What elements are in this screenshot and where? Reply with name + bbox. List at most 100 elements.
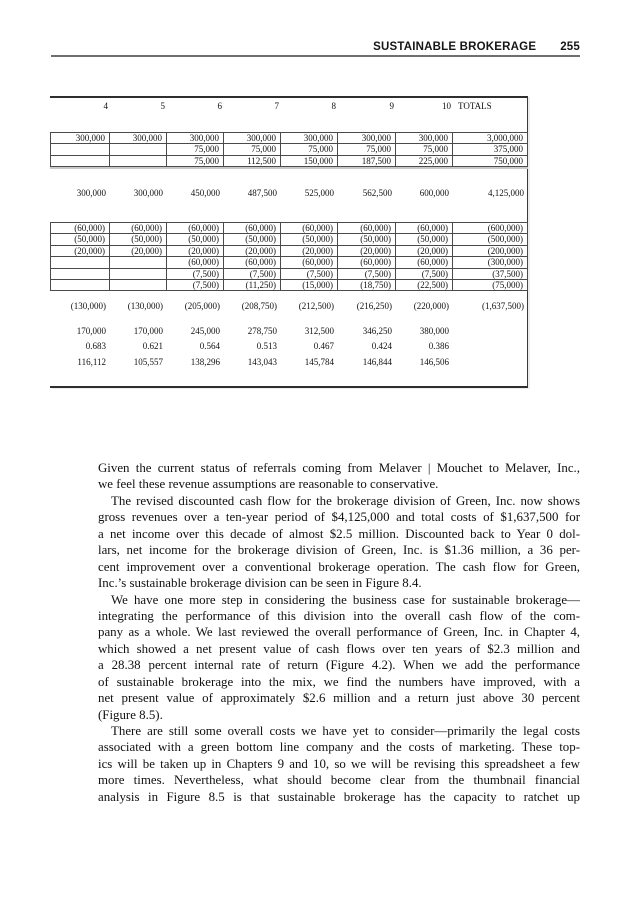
table-cell: (130,000)	[70, 301, 106, 311]
table-cell: (600,000)	[453, 223, 528, 235]
table-cell: (11,250)	[224, 279, 281, 292]
table-cell: (212,500)	[298, 301, 334, 311]
table-cell	[453, 340, 528, 352]
table-cell: (50,000)	[281, 234, 338, 246]
table-cell	[453, 325, 528, 337]
column-header: 7	[274, 101, 280, 111]
table-cell	[51, 155, 110, 168]
table-cell: 143,043	[247, 357, 277, 367]
revenue-total-row: 300,000 300,000 450,000 487,500 525,000 562,5…	[50, 187, 528, 199]
table-cell: 75,000	[167, 144, 224, 156]
table-cell: 146,844	[362, 357, 392, 367]
table-cell	[110, 268, 167, 280]
table-cell: 300,000	[51, 133, 110, 145]
table-cell: 525,000	[304, 188, 334, 198]
table-cell	[110, 155, 167, 168]
table-cell: 116,112	[77, 357, 106, 367]
discounted-value-row: 116,112 105,557 138,296 143,043 145,784 146,8…	[50, 356, 528, 368]
table-cell: (50,000)	[110, 234, 167, 246]
table-cell: (1,637,500)	[482, 301, 524, 311]
table-cell: (7,500)	[167, 279, 224, 292]
table-cell: (60,000)	[167, 223, 224, 235]
table-cell	[51, 279, 110, 292]
column-header: 9	[389, 101, 395, 111]
text-line: lars, net income for the brokerage divis…	[98, 543, 580, 558]
table-cell: 145,784	[304, 357, 334, 367]
revenue-row: 75,000 112,500 150,000 187,500 225,000 750,00…	[51, 155, 528, 168]
table-cell: 105,557	[133, 357, 163, 367]
table-cell: 0.424	[371, 341, 392, 351]
text-line: We have one more step in considering the…	[111, 592, 580, 607]
expense-rows-block: (60,000) (60,000) (60,000) (60,000) (60,000)…	[50, 222, 528, 292]
table-cell: 300,000	[133, 188, 163, 198]
column-header: 4	[103, 101, 109, 111]
table-cell: (300,000)	[453, 257, 528, 269]
table-cell: 278,750	[247, 326, 277, 336]
table-cell: 380,000	[419, 326, 449, 336]
table-cell: 300,000	[396, 133, 453, 145]
table-cell: (22,500)	[396, 279, 453, 292]
table-cell: (50,000)	[338, 234, 396, 246]
table-cell: 170,000	[76, 326, 106, 336]
expense-row: (7,500) (7,500) (7,500) (7,500) (7,500) (37,5…	[51, 268, 528, 280]
table-cell: (20,000)	[110, 245, 167, 258]
table-cell: 300,000	[76, 188, 106, 198]
table-cell	[51, 268, 110, 280]
table-header-row: 4 5 6 7 8 9 10 TOTALS	[50, 100, 528, 112]
discount-factor-row: 0.683 0.621 0.564 0.513 0.467 0.424 0.386	[50, 340, 528, 352]
table-cell: (7,500)	[281, 268, 338, 280]
expense-row: (50,000) (50,000) (50,000) (50,000) (50,000)…	[51, 234, 528, 246]
column-header: 5	[160, 101, 166, 111]
figure-spreadsheet: 4 5 6 7 8 9 10 TOTALS 300,000 300,000 300,000 300,…	[50, 96, 528, 388]
text-line: analysis in Figure 8.5 is that sustainab…	[98, 789, 580, 804]
table-cell: 0.683	[85, 341, 106, 351]
text-line: Inc.’s sustainable brokerage division ca…	[98, 576, 422, 591]
expense-row: (20,000) (20,000) (20,000) (20,000) (20,000)…	[51, 245, 528, 258]
table-cell: (50,000)	[167, 234, 224, 246]
table-cell: (7,500)	[224, 268, 281, 280]
revenue-rows-block: 300,000 300,000 300,000 300,000 300,000 300,0…	[50, 132, 528, 168]
table-cell: (60,000)	[338, 223, 396, 235]
table-cell: (60,000)	[281, 223, 338, 235]
text-line: Given the current status of referrals co…	[98, 461, 580, 475]
table-cell: (37,500)	[453, 268, 528, 280]
text-line: which showed a net present value of cash…	[98, 641, 580, 656]
table-cell: 375,000	[453, 144, 528, 156]
header-row: 4 5 6 7 8 9 10 TOTALS	[50, 100, 528, 112]
table-cell: (60,000)	[396, 223, 453, 235]
expense-total-row: (130,000) (130,000) (205,000) (208,750) (212…	[50, 300, 528, 312]
table-cell: 600,000	[419, 188, 449, 198]
text-line: gross revenues over a ten-year period of…	[98, 510, 580, 525]
text-line: we feel these revenue assumptions are re…	[98, 477, 439, 492]
table-cell: 562,500	[362, 188, 392, 198]
text-line: The revised discounted cash flow for the…	[111, 493, 580, 508]
table-cell: 75,000	[281, 144, 338, 156]
table-cell	[51, 257, 110, 269]
table-cell: (60,000)	[396, 257, 453, 269]
table-cell: 0.621	[142, 341, 163, 351]
text-line: more times. Nevertheless, what should be…	[98, 773, 580, 788]
expense-row: (7,500) (11,250) (15,000) (18,750) (22,500)(…	[51, 279, 528, 292]
body-text: Given the current status of referrals co…	[98, 460, 580, 805]
column-header: TOTALS	[458, 101, 492, 111]
net-income-row: 170,000 170,000 245,000 278,750 312,500 346,2…	[50, 325, 528, 337]
column-header: 8	[331, 101, 337, 111]
table-cell: (220,000)	[413, 301, 449, 311]
table-cell: (18,750)	[338, 279, 396, 292]
table-cell: (500,000)	[453, 234, 528, 246]
text-line: (Figure 8.5).	[98, 707, 163, 722]
table-cell: (20,000)	[51, 245, 110, 258]
table-cell: (60,000)	[51, 223, 110, 235]
table-cell	[453, 356, 528, 368]
table-cell: (20,000)	[167, 245, 224, 258]
text-line: a 28.38 percent internal rate of return …	[98, 658, 580, 673]
table-cell: 300,000	[110, 133, 167, 145]
table-cell: 300,000	[338, 133, 396, 145]
table-cell	[110, 257, 167, 269]
column-header: 10	[442, 101, 451, 111]
table-cell: (20,000)	[396, 245, 453, 258]
table-cell: 225,000	[396, 155, 453, 168]
table-cell: (50,000)	[396, 234, 453, 246]
table-cell: 75,000	[338, 144, 396, 156]
